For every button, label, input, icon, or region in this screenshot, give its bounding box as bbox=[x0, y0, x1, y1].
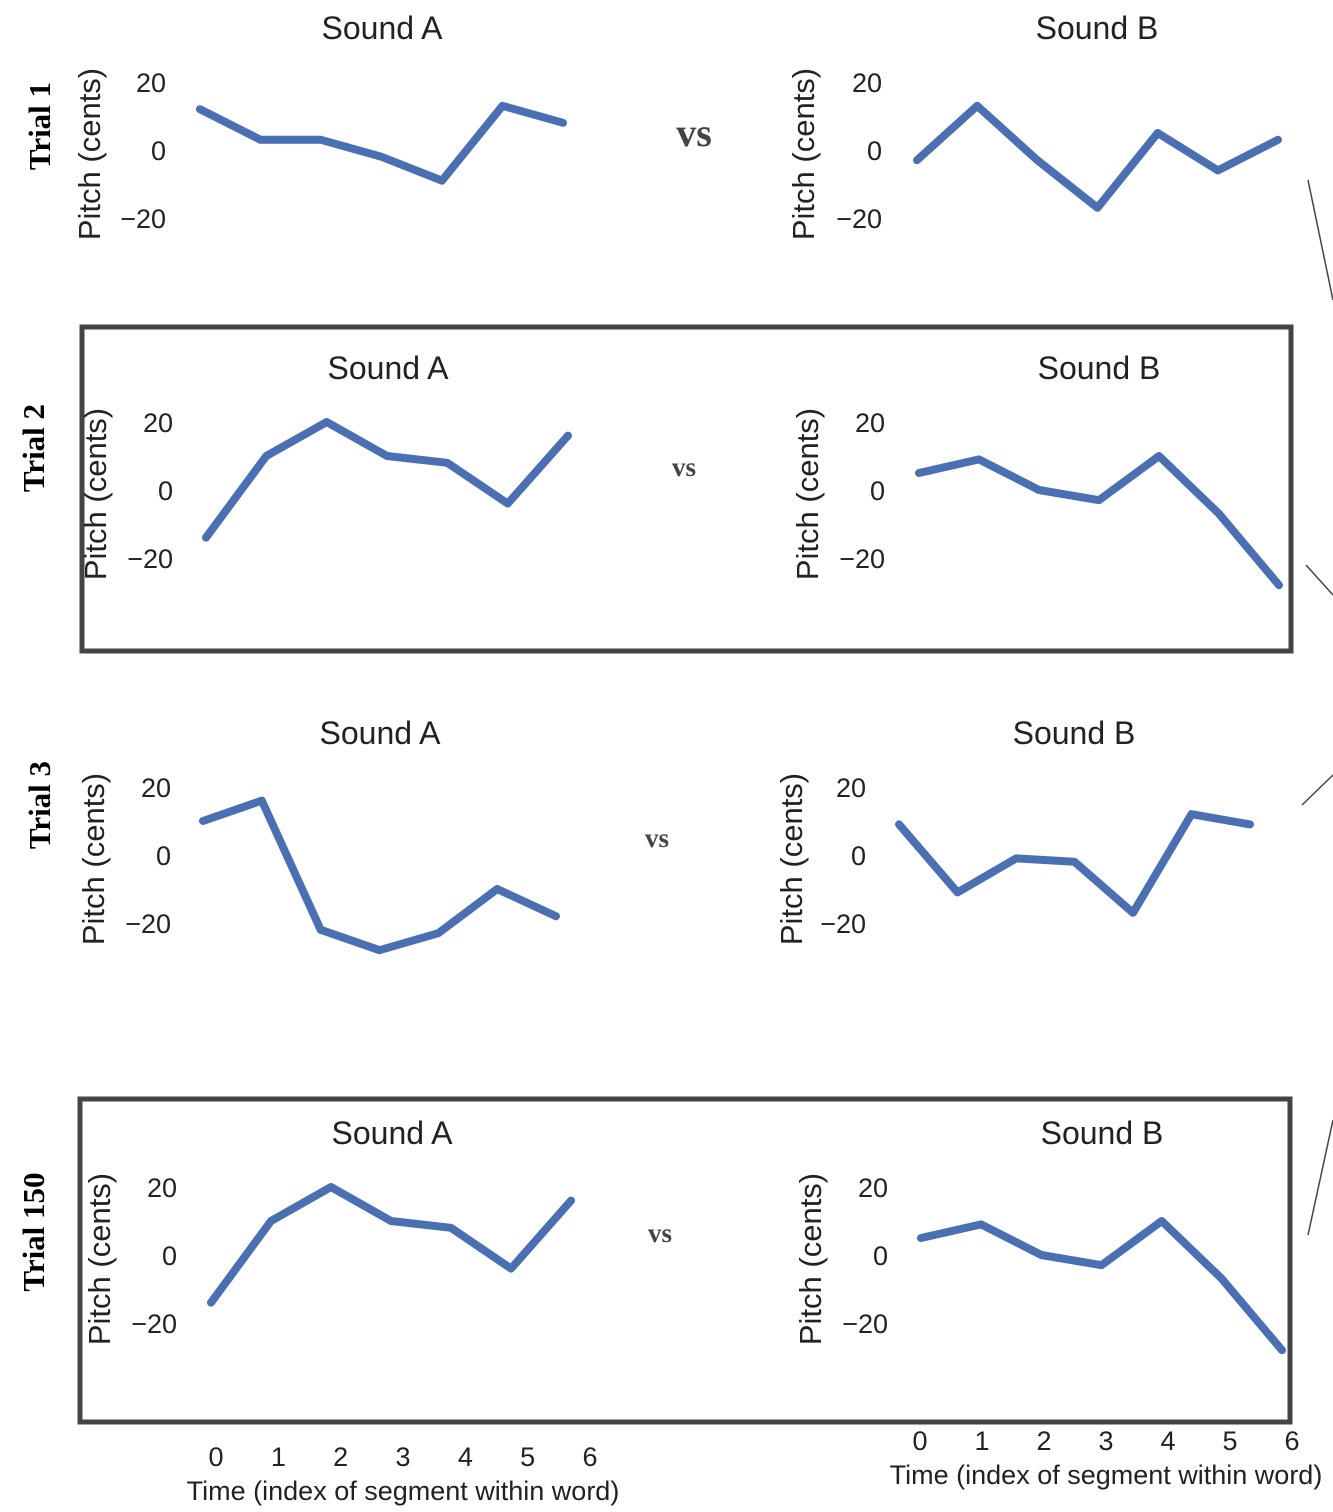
y-tick-label: 0 bbox=[867, 136, 882, 166]
y-tick-label: −20 bbox=[836, 204, 882, 234]
connector-line bbox=[1305, 564, 1333, 596]
y-axis-label: Pitch (cents) bbox=[774, 773, 809, 945]
pitch-line bbox=[196, 101, 567, 185]
y-tick-label: 0 bbox=[851, 841, 866, 871]
vs-label: vs bbox=[645, 823, 669, 853]
y-axis-label: Pitch (cents) bbox=[793, 1173, 828, 1345]
sound-a-panel: Sound A Pitch (cents) 20 0 −20 bbox=[78, 350, 572, 580]
sound-a-panel: Sound A Pitch (cents) 20 0 −20 bbox=[72, 10, 567, 240]
y-axis-label: Pitch (cents) bbox=[76, 773, 111, 945]
vs-label: vs bbox=[648, 1218, 672, 1248]
y-tick-label: 20 bbox=[147, 1173, 177, 1203]
sound-b-panel: Sound B Pitch (cents) 20 0 −20 bbox=[786, 10, 1282, 240]
x-tick-label: 3 bbox=[395, 1442, 410, 1472]
panel-title: Sound B bbox=[1041, 1115, 1164, 1151]
panel-title: Sound A bbox=[332, 1115, 454, 1151]
sound-b-panel: Sound B Pitch (cents) 20 0 −20 bbox=[793, 1115, 1286, 1355]
x-tick-label: 5 bbox=[520, 1442, 535, 1472]
x-tick-label: 1 bbox=[271, 1442, 286, 1472]
sound-b-panel: Sound B Pitch (cents) 20 0 −20 bbox=[790, 350, 1283, 590]
sound-a-panel: Sound A Pitch (cents) 20 0 −20 bbox=[76, 715, 560, 955]
panel-title: Sound B bbox=[1038, 350, 1161, 386]
pitch-line bbox=[895, 810, 1254, 917]
x-tick-label: 0 bbox=[912, 1426, 927, 1456]
x-axis-label: Time (index of segment within word) bbox=[187, 1476, 620, 1506]
x-tick-label: 2 bbox=[333, 1442, 348, 1472]
y-tick-label: 0 bbox=[162, 1241, 177, 1271]
y-tick-label: −20 bbox=[842, 1309, 888, 1339]
y-tick-label: 0 bbox=[156, 841, 171, 871]
x-tick-label: 3 bbox=[1098, 1426, 1113, 1456]
x-tick-label: 0 bbox=[208, 1442, 223, 1472]
y-tick-label: 20 bbox=[858, 1173, 888, 1203]
connector-line bbox=[1307, 179, 1333, 301]
y-tick-label: 20 bbox=[141, 773, 171, 803]
trial-label: Trial 150 bbox=[16, 1172, 51, 1291]
y-tick-label: 0 bbox=[151, 136, 166, 166]
y-tick-label: 20 bbox=[836, 773, 866, 803]
x-tick-label: 5 bbox=[1222, 1426, 1237, 1456]
connector-line bbox=[1307, 1119, 1333, 1236]
highlight-frame bbox=[79, 324, 1294, 654]
vs-label: vs bbox=[676, 110, 712, 155]
connector-line bbox=[1301, 774, 1333, 806]
pitch-line bbox=[207, 1183, 575, 1307]
pitch-line bbox=[917, 1217, 1286, 1355]
y-axis-label: Pitch (cents) bbox=[78, 408, 113, 580]
y-tick-label: 0 bbox=[158, 476, 173, 506]
trial-label: Trial 3 bbox=[22, 761, 57, 849]
x-axis-sound-a: 0 1 2 3 4 5 6 Time (index of segment within wor… bbox=[187, 1442, 620, 1506]
y-axis-label: Pitch (cents) bbox=[72, 68, 107, 240]
y-axis-label: Pitch (cents) bbox=[786, 68, 821, 240]
y-axis-label: Pitch (cents) bbox=[790, 408, 825, 580]
x-tick-label: 6 bbox=[1284, 1426, 1299, 1456]
y-tick-label: 20 bbox=[143, 408, 173, 438]
x-tick-label: 4 bbox=[458, 1442, 473, 1472]
y-tick-label: 20 bbox=[852, 68, 882, 98]
y-tick-label: 20 bbox=[855, 408, 885, 438]
y-tick-label: −20 bbox=[839, 544, 885, 574]
x-axis-sound-b: 0 1 2 3 4 5 6 Time (index of segment within wor… bbox=[890, 1426, 1323, 1490]
x-tick-label: 2 bbox=[1036, 1426, 1051, 1456]
panel-title: Sound A bbox=[328, 350, 450, 386]
x-tick-label: 6 bbox=[582, 1442, 597, 1472]
pitch-line bbox=[915, 452, 1283, 590]
trial-label: Trial 1 bbox=[22, 82, 57, 170]
panel-title: Sound A bbox=[320, 715, 442, 751]
y-tick-label: 0 bbox=[870, 476, 885, 506]
pitch-line bbox=[913, 101, 1282, 212]
x-axis-label: Time (index of segment within word) bbox=[890, 1460, 1323, 1490]
y-axis-label: Pitch (cents) bbox=[82, 1173, 117, 1345]
y-tick-label: 20 bbox=[136, 68, 166, 98]
y-tick-label: −20 bbox=[127, 544, 173, 574]
panel-title: Sound B bbox=[1013, 715, 1136, 751]
y-tick-label: −20 bbox=[125, 909, 171, 939]
vs-label: vs bbox=[672, 452, 696, 482]
highlight-frame bbox=[77, 1096, 1293, 1425]
trial-label: Trial 2 bbox=[16, 404, 51, 492]
sound-b-panel: Sound B Pitch (cents) 20 0 −20 bbox=[774, 715, 1254, 945]
pitch-line bbox=[199, 796, 560, 955]
x-tick-label: 4 bbox=[1160, 1426, 1175, 1456]
y-tick-label: −20 bbox=[820, 909, 866, 939]
sound-a-panel: Sound A Pitch (cents) 20 0 −20 bbox=[82, 1115, 575, 1345]
pitch-line bbox=[202, 418, 572, 542]
y-tick-label: −20 bbox=[120, 204, 166, 234]
panel-title: Sound B bbox=[1036, 10, 1159, 46]
y-tick-label: 0 bbox=[873, 1241, 888, 1271]
panel-title: Sound A bbox=[322, 10, 444, 46]
y-tick-label: −20 bbox=[131, 1309, 177, 1339]
x-tick-label: 1 bbox=[974, 1426, 989, 1456]
